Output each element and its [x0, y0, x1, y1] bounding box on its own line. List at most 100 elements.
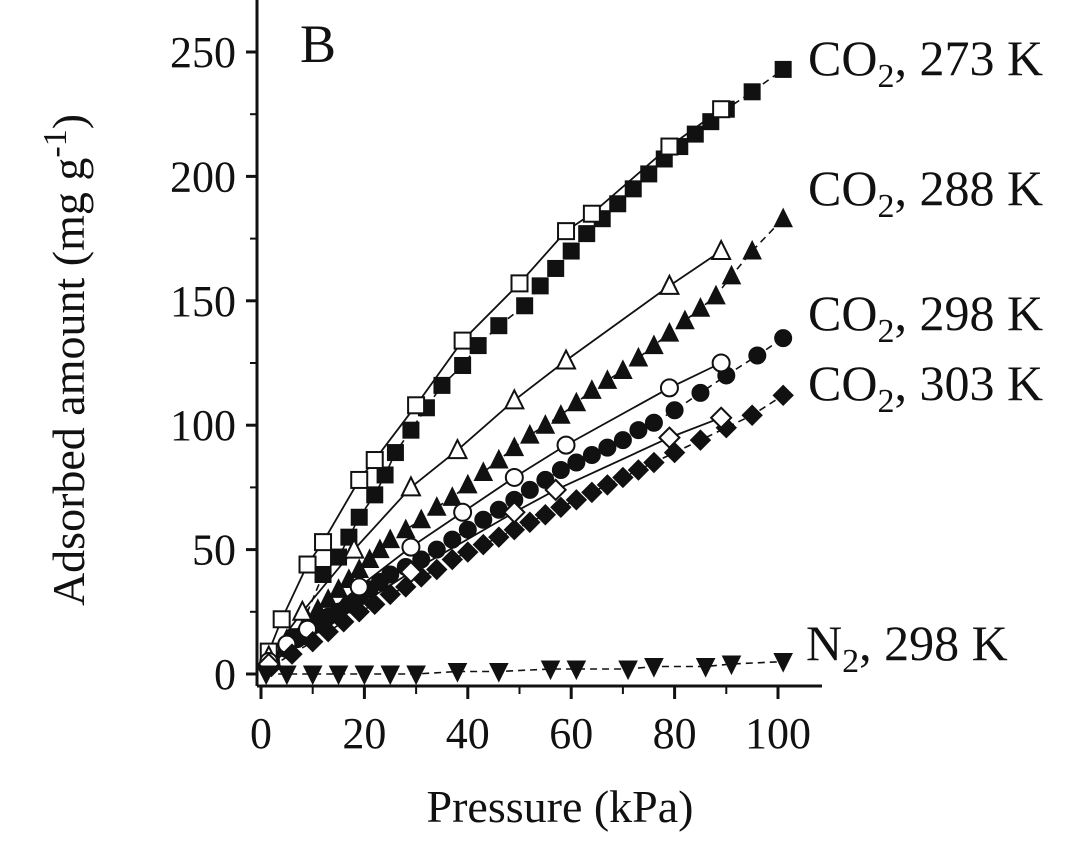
point-desorption-co2-298-k: [349, 577, 369, 597]
point-desorption-co2-273-k: [350, 470, 369, 489]
point-adsorption-co2-298-k: [443, 530, 462, 549]
point-adsorption-co2-303-k: [534, 504, 557, 526]
series-label-subscript: 2: [842, 643, 859, 680]
series-label-formula: CO: [808, 160, 877, 216]
series-label-formula: CO: [808, 30, 877, 86]
point-adsorption-co2-298-k: [582, 446, 601, 465]
point-desorption-co2-273-k: [272, 610, 291, 629]
point-adsorption-co2-298-k: [381, 565, 400, 584]
point-adsorption-co2-273-k: [547, 259, 565, 277]
point-desorption-co2-288-k: [343, 537, 365, 559]
point-adsorption-co2-288-k: [520, 424, 540, 444]
point-adsorption-co2-288-k: [473, 461, 494, 481]
point-desorption-co2-298-k: [556, 435, 576, 455]
point-desorption-co2-303-k: [658, 426, 681, 450]
point-adsorption-n2-298-k: [489, 663, 509, 683]
series-label-temperature: , 298 K: [894, 285, 1043, 341]
point-adsorption-co2-273-k: [376, 466, 394, 484]
point-adsorption-co2-303-k: [627, 459, 650, 481]
point-desorption-co2-273-k: [582, 204, 601, 223]
point-desorption-co2-273-k: [453, 331, 472, 350]
point-desorption-co2-273-k: [510, 274, 529, 293]
point-adsorption-co2-298-k: [613, 431, 632, 450]
point-desorption-co2-288-k: [446, 437, 469, 460]
point-desorption-co2-288-k: [503, 388, 525, 410]
point-adsorption-co2-273-k: [454, 356, 472, 374]
point-adsorption-co2-303-k: [317, 620, 339, 643]
y-tick-label: 100: [170, 401, 236, 450]
point-adsorption-co2-298-k: [644, 413, 663, 432]
point-adsorption-co2-298-k: [567, 453, 586, 472]
point-desorption-co2-288-k: [400, 475, 422, 497]
point-adsorption-co2-288-k: [690, 297, 711, 317]
point-desorption-co2-298-k: [401, 537, 421, 557]
adsorption-line-n2-298-k: [266, 660, 784, 675]
point-desorption-co2-288-k: [710, 238, 732, 261]
point-adsorption-co2-303-k: [426, 558, 448, 581]
point-adsorption-co2-273-k: [624, 180, 642, 198]
point-adsorption-co2-298-k: [474, 510, 493, 529]
point-adsorption-co2-288-k: [675, 309, 695, 330]
point-adsorption-n2-298-k: [566, 660, 587, 681]
point-adsorption-co2-273-k: [640, 165, 658, 183]
point-desorption-co2-298-k: [504, 467, 524, 487]
point-adsorption-co2-303-k: [348, 601, 370, 623]
series-label-co2-273-k: CO2, 273 K: [808, 30, 1043, 95]
point-adsorption-co2-288-k: [395, 518, 416, 539]
series-label-subscript: 2: [877, 313, 894, 350]
point-adsorption-co2-303-k: [441, 548, 463, 571]
series-label-temperature: , 303 K: [894, 355, 1043, 411]
x-tick-label: 100: [745, 709, 811, 758]
point-adsorption-co2-298-k: [427, 540, 446, 559]
y-tick-label: 0: [214, 650, 236, 699]
x-tick-label: 20: [342, 709, 386, 758]
point-desorption-co2-303-k: [709, 406, 733, 430]
point-adsorption-co2-298-k: [748, 346, 767, 365]
point-adsorption-co2-298-k: [520, 480, 539, 499]
point-adsorption-co2-288-k: [504, 436, 525, 457]
point-adsorption-n2-298-k: [354, 665, 375, 686]
point-adsorption-co2-273-k: [609, 195, 627, 213]
y-axis-title-sup: -1: [37, 129, 74, 157]
series-label-formula: CO: [808, 355, 877, 411]
series-label-temperature: , 298 K: [859, 615, 1008, 671]
point-adsorption-co2-273-k: [743, 83, 761, 101]
series-label-n2-298-k: N2, 298 K: [806, 615, 1008, 680]
point-adsorption-co2-288-k: [489, 448, 509, 469]
x-tick-label: 0: [250, 709, 272, 758]
series-label-temperature: , 273 K: [894, 30, 1043, 86]
point-adsorption-co2-303-k: [596, 474, 619, 496]
point-adsorption-co2-273-k: [433, 376, 451, 394]
point-adsorption-co2-288-k: [318, 588, 339, 608]
point-desorption-co2-298-k: [659, 378, 679, 398]
point-adsorption-co2-288-k: [370, 538, 390, 559]
point-adsorption-co2-273-k: [562, 242, 580, 260]
point-desorption-co2-303-k: [399, 560, 423, 584]
point-adsorption-co2-288-k: [597, 369, 618, 389]
point-adsorption-co2-298-k: [536, 470, 555, 489]
point-adsorption-co2-288-k: [644, 334, 664, 355]
point-desorption-co2-303-k: [502, 500, 526, 524]
point-adsorption-co2-288-k: [380, 528, 401, 549]
point-desorption-co2-273-k: [557, 222, 576, 241]
point-adsorption-co2-273-k: [314, 565, 332, 583]
series-label-co2-303-k: CO2, 303 K: [808, 355, 1043, 420]
axis-ticks: 0 50 100 150 200 250 0 20 40 60 80 100: [170, 28, 811, 758]
series-label-subscript: 2: [877, 188, 894, 225]
series-label-co2-288-k: CO2, 288 K: [808, 160, 1043, 225]
panel-letter: B: [300, 14, 336, 74]
point-desorption-co2-298-k: [711, 353, 731, 373]
point-adsorption-co2-303-k: [333, 611, 355, 633]
point-adsorption-co2-273-k: [578, 225, 596, 243]
point-adsorption-co2-288-k: [359, 548, 380, 569]
data-markers: [256, 60, 794, 686]
x-axis-title: Pressure (kPa): [427, 781, 694, 832]
point-adsorption-co2-303-k: [281, 643, 303, 665]
point-adsorption-co2-303-k: [643, 451, 665, 474]
y-tick-label: 50: [192, 526, 236, 575]
point-desorption-co2-273-k: [712, 100, 731, 119]
point-adsorption-co2-273-k: [350, 508, 368, 526]
point-desorption-co2-273-k: [660, 137, 679, 156]
point-adsorption-n2-298-k: [406, 665, 426, 686]
